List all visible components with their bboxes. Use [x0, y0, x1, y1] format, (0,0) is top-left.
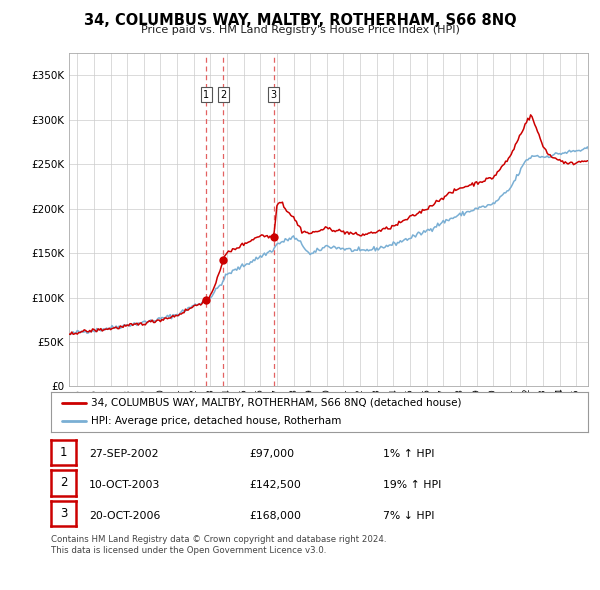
Text: £142,500: £142,500	[249, 480, 301, 490]
Text: 1: 1	[203, 90, 209, 100]
Text: 2: 2	[60, 477, 67, 490]
Text: 2: 2	[220, 90, 226, 100]
Text: £168,000: £168,000	[249, 511, 301, 521]
Text: Price paid vs. HM Land Registry's House Price Index (HPI): Price paid vs. HM Land Registry's House …	[140, 25, 460, 35]
Text: £97,000: £97,000	[249, 450, 294, 460]
Text: 19% ↑ HPI: 19% ↑ HPI	[383, 480, 441, 490]
Text: 20-OCT-2006: 20-OCT-2006	[89, 511, 160, 521]
Text: 1: 1	[60, 446, 67, 459]
Text: 3: 3	[60, 507, 67, 520]
Text: 3: 3	[271, 90, 277, 100]
Text: 34, COLUMBUS WAY, MALTBY, ROTHERHAM, S66 8NQ (detached house): 34, COLUMBUS WAY, MALTBY, ROTHERHAM, S66…	[91, 398, 462, 408]
Text: 10-OCT-2003: 10-OCT-2003	[89, 480, 160, 490]
Text: HPI: Average price, detached house, Rotherham: HPI: Average price, detached house, Roth…	[91, 416, 341, 426]
Text: Contains HM Land Registry data © Crown copyright and database right 2024.
This d: Contains HM Land Registry data © Crown c…	[51, 535, 386, 555]
Text: 1% ↑ HPI: 1% ↑ HPI	[383, 450, 434, 460]
Text: 34, COLUMBUS WAY, MALTBY, ROTHERHAM, S66 8NQ: 34, COLUMBUS WAY, MALTBY, ROTHERHAM, S66…	[83, 13, 517, 28]
Text: 27-SEP-2002: 27-SEP-2002	[89, 450, 158, 460]
Text: 7% ↓ HPI: 7% ↓ HPI	[383, 511, 434, 521]
